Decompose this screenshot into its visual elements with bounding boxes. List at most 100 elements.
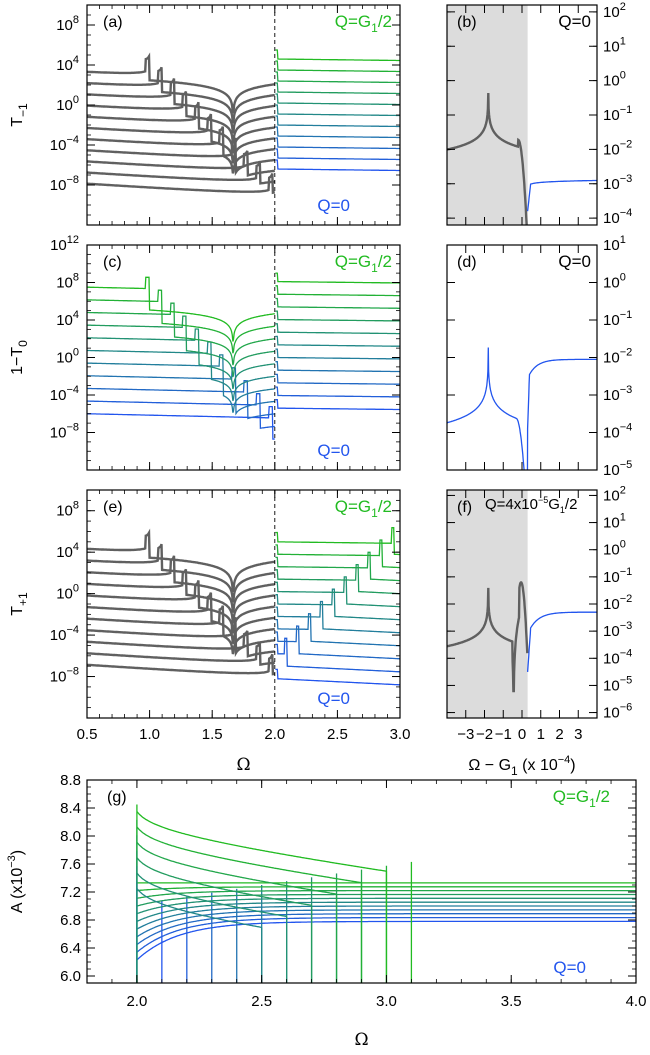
series-line (87, 580, 275, 634)
y-tick-label: 10−2 (603, 593, 632, 613)
bottom-series-label: Q=0 (317, 196, 350, 215)
series-line (275, 323, 400, 335)
x-tick-label: 2.5 (251, 993, 272, 1010)
y-tick-label: 104 (56, 309, 79, 329)
series-line (87, 405, 275, 440)
series-line (87, 568, 275, 624)
y-tick-label: 108 (56, 500, 79, 520)
x-tick-label: 3 (574, 726, 582, 743)
x-tick-label: 3.5 (501, 993, 522, 1010)
y-tick-label: 10−3 (603, 620, 632, 640)
bottom-series-label: Q=0 (317, 441, 350, 460)
x-tick-label: 2.0 (264, 726, 285, 743)
series-line (275, 137, 400, 150)
panel-f-plot (447, 581, 597, 693)
series-line (87, 616, 275, 658)
series-line (87, 605, 275, 655)
y-tick-label: 10−2 (603, 138, 632, 158)
panel-tag: (d) (457, 254, 477, 271)
series-line (87, 78, 275, 134)
y-tick-label: 100 (56, 347, 79, 367)
panel-tag: (g) (107, 789, 127, 806)
x-tick-label: 3.0 (390, 726, 411, 743)
y-tick-label: 7.6 (60, 856, 81, 873)
y-tick-label: 10−6 (603, 702, 632, 722)
y-tick-label: 108 (56, 14, 79, 34)
panel-tag: (e) (103, 499, 123, 516)
y-tick-label: 100 (603, 539, 626, 559)
y-tick-label: 7.2 (60, 884, 81, 901)
y-tick-label: 102 (603, 1, 626, 21)
x-tick-label: 4.0 (626, 993, 647, 1010)
series-line (87, 380, 275, 420)
y-tick-label: 100 (56, 583, 79, 603)
x-tick-label: 2 (555, 726, 563, 743)
series-line (87, 113, 275, 164)
y-axis-title: 1−T0 (9, 340, 30, 375)
y-tick-label: 10−1 (603, 104, 632, 124)
y-tick-label: 10−8 (50, 174, 79, 194)
top-series-label: Q=G1/2 (335, 497, 392, 520)
series-line (275, 335, 400, 347)
series-line (275, 625, 400, 660)
series-line (275, 612, 400, 647)
y-tick-label: 104 (56, 54, 79, 74)
series-line (526, 179, 597, 212)
series-line (275, 361, 400, 373)
panel-e-plot (87, 527, 400, 686)
series-line (136, 857, 312, 906)
y-tick-label: 104 (56, 541, 79, 561)
series-line (275, 126, 400, 139)
panel-b-plot (447, 92, 597, 225)
series-line (136, 841, 337, 895)
series-line (87, 276, 275, 342)
series-line (275, 148, 400, 161)
series-line (275, 399, 400, 411)
x-tick-label: −3 (457, 726, 474, 743)
y-tick-label: 10−1 (603, 566, 632, 586)
y-tick-label: 8.4 (60, 800, 81, 817)
panel-d-plot (447, 347, 597, 470)
y-tick-label: 10−8 (50, 666, 79, 686)
series-line (275, 60, 400, 73)
y-tick-label: 102 (603, 484, 626, 504)
series-line (87, 367, 275, 416)
series-line (275, 297, 400, 309)
panel-tag: (b) (457, 14, 477, 31)
x-axis-title: Ω (236, 755, 250, 775)
x-axis-title: Ω − G1 (x 10−4) (468, 754, 575, 778)
panel-g-plot (136, 804, 636, 983)
series-line (87, 592, 275, 645)
bottom-series-label: Q=0 (553, 958, 586, 977)
series-line (87, 315, 275, 378)
panel-d-frame (446, 244, 598, 471)
y-tick-label: 6.4 (60, 940, 81, 957)
y-axis-title: T−1 (9, 103, 30, 127)
series-line (87, 302, 275, 366)
series-line (275, 93, 400, 106)
series-line (275, 159, 400, 172)
y-tick-label: 8.8 (60, 772, 81, 789)
q-value-label: Q=0 (558, 252, 591, 271)
series-line (275, 637, 400, 673)
y-tick-label: 108 (56, 272, 79, 292)
y-tick-label: 10−4 (603, 422, 632, 442)
x-axis-title: Ω (354, 1030, 368, 1050)
x-tick-label: −2 (476, 726, 493, 743)
panel-c-frame (86, 244, 401, 471)
series-line (87, 52, 275, 114)
series-line (275, 563, 400, 595)
series-line (87, 555, 275, 613)
series-line (275, 539, 400, 569)
series-line (275, 285, 400, 297)
series-line (136, 811, 387, 872)
y-tick-label: 10−3 (603, 173, 632, 193)
series-line (87, 354, 275, 413)
y-tick-label: 10−5 (603, 674, 632, 694)
y-tick-label: 1012 (50, 234, 79, 254)
top-series-label: Q=G1/2 (335, 252, 392, 275)
y-tick-label: 10−1 (603, 309, 632, 329)
y-tick-label: 10−4 (50, 134, 79, 154)
q-value-label: Q=0 (558, 12, 591, 31)
series-line (87, 641, 275, 667)
